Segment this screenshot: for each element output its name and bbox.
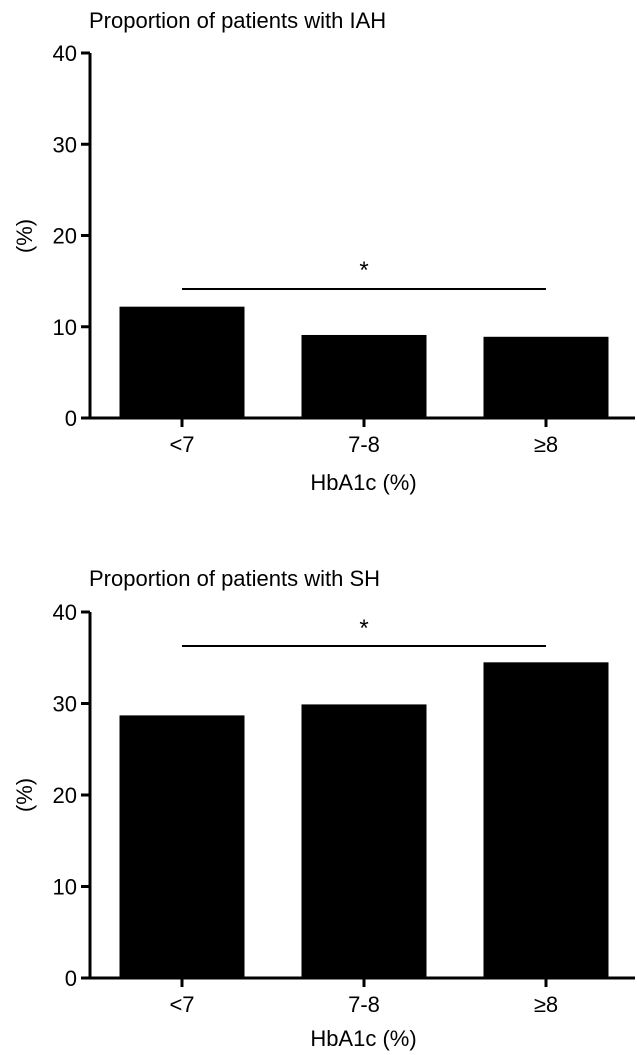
x-tick-label: ≥8 <box>534 992 558 1017</box>
y-tick-label: 30 <box>53 132 77 157</box>
y-axis-label: (%) <box>12 778 37 812</box>
y-tick-label: 20 <box>53 224 77 249</box>
bar-3 <box>483 336 609 418</box>
chart-title: Proportion of patients with SH <box>89 566 380 591</box>
bar-3 <box>483 662 609 978</box>
chart-title: Proportion of patients with IAH <box>89 8 386 33</box>
y-axis-label: (%) <box>12 219 37 253</box>
x-tick-label: ≥8 <box>534 432 558 457</box>
y-tick-label: 0 <box>65 966 77 991</box>
y-tick-label: 30 <box>53 692 77 717</box>
x-tick-label: <7 <box>169 432 194 457</box>
bar-2 <box>301 704 427 978</box>
x-axis-label: HbA1c (%) <box>310 470 416 495</box>
y-tick-label: 10 <box>53 315 77 340</box>
y-tick-label: 10 <box>53 875 77 900</box>
y-tick-label: 0 <box>65 406 77 431</box>
x-axis-label: HbA1c (%) <box>310 1026 416 1051</box>
chart-panel-1: Proportion of patients with IAH 0 10 20 30 40… <box>12 8 635 495</box>
bar-1 <box>119 306 245 418</box>
significance-star: * <box>359 615 368 642</box>
y-tick-label: 40 <box>53 41 77 66</box>
bar-1 <box>119 715 245 978</box>
x-tick-label: 7-8 <box>348 992 380 1017</box>
x-tick-label: 7-8 <box>348 432 380 457</box>
x-tick-label: <7 <box>169 992 194 1017</box>
y-tick-label: 20 <box>53 783 77 808</box>
significance-star: * <box>359 257 368 284</box>
chart-panel-2: Proportion of patients with SH 0 10 20 30 40 <… <box>12 566 635 1051</box>
y-tick-label: 40 <box>53 600 77 625</box>
bar-2 <box>301 334 427 418</box>
